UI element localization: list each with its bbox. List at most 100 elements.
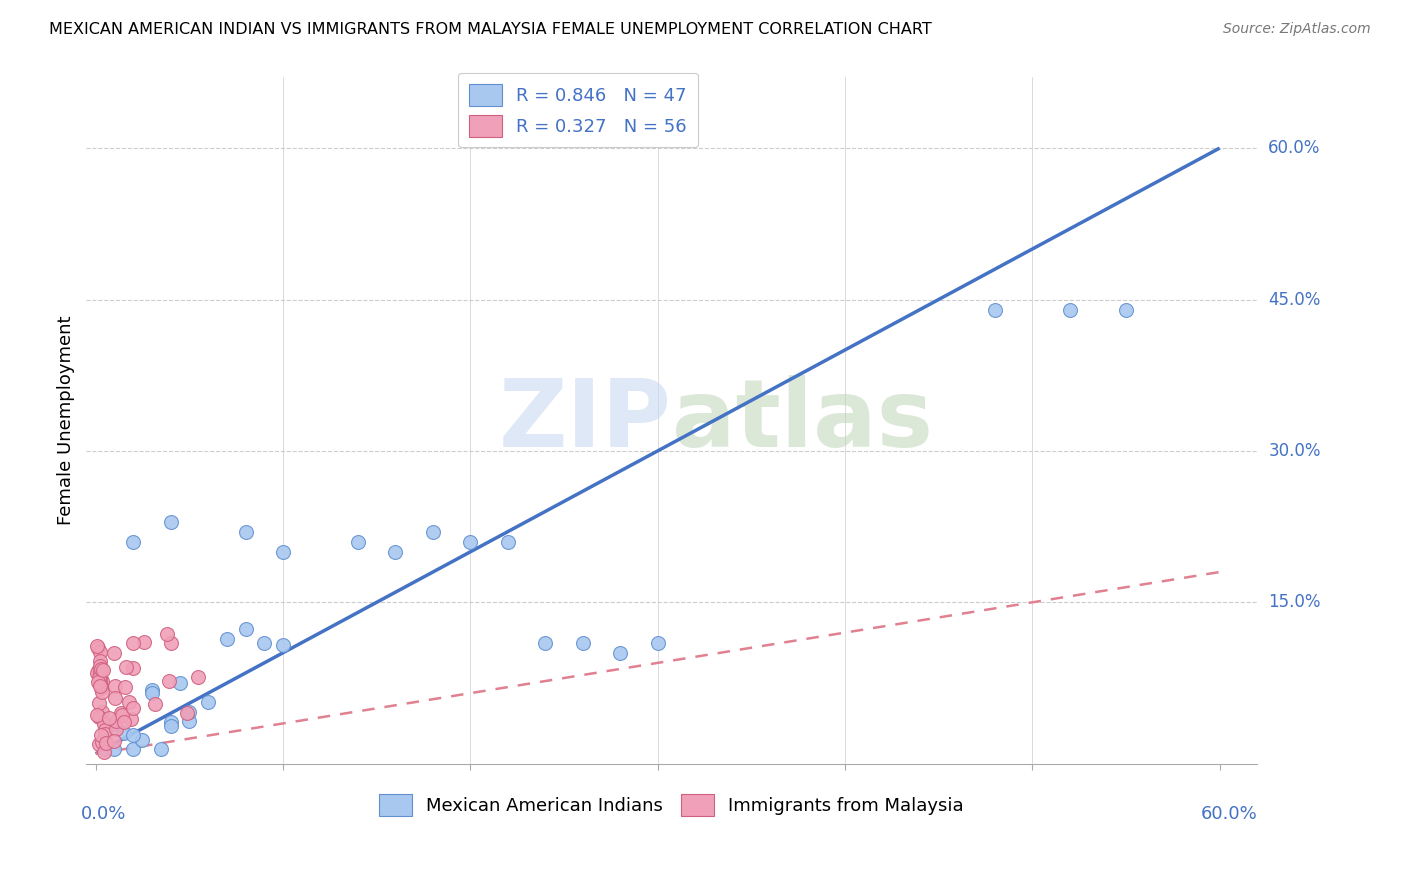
Point [143, 697, 166, 711]
Point [103, 741, 125, 756]
Point [156, 627, 179, 641]
Text: 60.0%: 60.0% [1201, 805, 1257, 823]
Point [93, 745, 115, 759]
Point [271, 638, 294, 652]
Point [179, 705, 201, 719]
Point [347, 534, 370, 549]
Point [89, 645, 111, 659]
Point [86, 640, 108, 654]
Point [141, 683, 163, 698]
Point [86, 708, 108, 723]
Point [122, 700, 145, 714]
Point [122, 729, 145, 743]
Text: atlas: atlas [672, 375, 932, 467]
Point [98, 711, 121, 725]
Point [122, 636, 145, 650]
Point [176, 706, 198, 720]
Point [89, 659, 111, 673]
Point [91, 673, 114, 688]
Point [114, 714, 136, 729]
Point [96, 736, 118, 750]
Point [104, 680, 127, 694]
Point [112, 726, 135, 740]
Point [422, 524, 444, 539]
Point [1059, 302, 1081, 317]
Point [609, 646, 631, 660]
Point [89, 671, 111, 685]
Point [115, 660, 138, 674]
Point [118, 695, 141, 709]
Point [160, 635, 183, 649]
Point [141, 686, 163, 700]
Point [89, 728, 111, 742]
Legend: Mexican American Indians, Immigrants from Malaysia: Mexican American Indians, Immigrants fro… [373, 787, 972, 823]
Point [159, 714, 181, 729]
Point [91, 705, 114, 719]
Point [90, 685, 112, 699]
Point [571, 636, 593, 650]
Point [534, 636, 557, 650]
Point [105, 714, 128, 729]
Point [94, 727, 117, 741]
Point [93, 717, 115, 731]
Point [120, 712, 142, 726]
Point [179, 714, 201, 728]
Point [460, 534, 482, 549]
Point [103, 716, 125, 731]
Point [215, 632, 238, 646]
Point [187, 669, 209, 683]
Point [87, 664, 110, 678]
Point [89, 675, 111, 690]
Point [89, 654, 111, 668]
Point [94, 741, 117, 756]
Point [87, 640, 110, 655]
Point [134, 635, 156, 649]
Point [150, 741, 173, 756]
Point [157, 674, 180, 689]
Y-axis label: Female Unemployment: Female Unemployment [58, 316, 75, 525]
Point [90, 681, 112, 695]
Text: 45.0%: 45.0% [1268, 291, 1320, 309]
Point [271, 545, 294, 559]
Point [103, 733, 125, 747]
Point [984, 302, 1007, 317]
Text: 30.0%: 30.0% [1268, 442, 1320, 460]
Point [159, 515, 181, 529]
Point [235, 524, 257, 539]
Point [111, 707, 134, 722]
Text: 60.0%: 60.0% [1268, 139, 1320, 157]
Point [131, 733, 153, 747]
Point [169, 675, 191, 690]
Point [103, 646, 125, 660]
Point [89, 677, 111, 691]
Point [86, 665, 108, 680]
Point [104, 723, 127, 737]
Point [87, 671, 110, 685]
Point [122, 534, 145, 549]
Point [496, 534, 519, 549]
Point [110, 706, 132, 721]
Point [89, 665, 111, 679]
Point [89, 679, 111, 693]
Point [90, 663, 112, 677]
Point [87, 737, 110, 751]
Point [384, 545, 406, 559]
Point [90, 735, 112, 749]
Point [159, 719, 181, 733]
Point [87, 710, 110, 724]
Point [93, 663, 115, 677]
Point [104, 690, 127, 705]
Point [122, 741, 145, 756]
Text: MEXICAN AMERICAN INDIAN VS IMMIGRANTS FROM MALAYSIA FEMALE UNEMPLOYMENT CORRELAT: MEXICAN AMERICAN INDIAN VS IMMIGRANTS FR… [49, 22, 932, 37]
Point [647, 636, 669, 650]
Point [114, 680, 136, 694]
Point [87, 696, 110, 710]
Point [197, 695, 219, 709]
Point [253, 635, 276, 649]
Point [87, 674, 110, 689]
Text: 0.0%: 0.0% [80, 805, 125, 823]
Text: Source: ZipAtlas.com: Source: ZipAtlas.com [1223, 22, 1371, 37]
Text: 15.0%: 15.0% [1268, 593, 1320, 611]
Point [1115, 302, 1137, 317]
Point [235, 622, 257, 636]
